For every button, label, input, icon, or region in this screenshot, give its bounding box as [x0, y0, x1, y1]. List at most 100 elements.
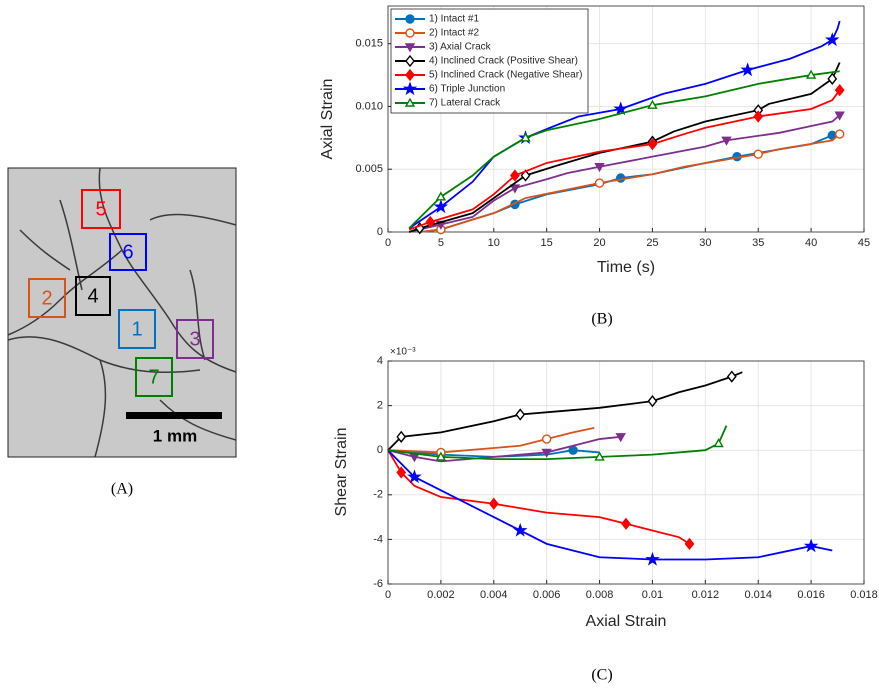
legend-marker	[405, 54, 415, 68]
plot-frame	[387, 5, 865, 233]
marker	[647, 99, 658, 109]
region-label: 5	[95, 198, 106, 220]
legend-marker	[405, 28, 415, 38]
legend-marker	[405, 68, 415, 82]
y-axis-label: Axial Strain	[319, 79, 336, 160]
x-tick-label: 0.01	[642, 589, 663, 601]
region-label: 2	[41, 287, 52, 309]
marker	[509, 184, 521, 194]
marker	[621, 517, 631, 530]
region-label: 6	[122, 241, 133, 263]
y-tick-label: -2	[373, 489, 383, 501]
x-tick-label: 30	[699, 237, 711, 249]
x-tick-label: 0.002	[427, 589, 455, 601]
y-tick-label: -4	[373, 533, 383, 545]
x-tick-label: 15	[541, 237, 553, 249]
marker	[541, 434, 552, 444]
panel-label: (C)	[591, 667, 612, 684]
legend-label: 5) Inclined Crack (Negative Shear)	[429, 70, 582, 81]
marker	[834, 129, 845, 139]
marker	[568, 445, 578, 455]
y-tick-label: 0	[377, 226, 383, 238]
x-tick-label: 0.016	[797, 589, 825, 601]
series-line	[387, 449, 833, 561]
marker	[520, 132, 531, 142]
y-axis-label: Shear Strain	[333, 428, 350, 517]
legend-marker	[402, 81, 418, 96]
marker	[396, 430, 407, 443]
legend-label: 4) Inclined Crack (Positive Shear)	[429, 56, 578, 67]
y-tick-label: -6	[373, 578, 383, 590]
panel-label: (A)	[111, 481, 133, 498]
marker	[753, 149, 763, 159]
y-tick-label: 2	[377, 400, 383, 412]
x-tick-label: 35	[752, 237, 764, 249]
marker	[488, 497, 499, 510]
series-line	[387, 371, 743, 451]
marker	[827, 72, 838, 85]
scale-bar-label: 1 mm	[153, 426, 197, 445]
marker	[515, 408, 526, 421]
series-line	[408, 89, 841, 231]
series-line	[408, 20, 841, 229]
series-line	[408, 70, 840, 229]
x-tick-label: 5	[438, 237, 444, 249]
marker	[407, 469, 422, 484]
region-label: 1	[131, 318, 142, 340]
y-tick-label: 0	[377, 444, 383, 456]
marker	[541, 448, 552, 458]
x-tick-label: 0.006	[533, 589, 561, 601]
legend-marker	[405, 14, 415, 24]
region-label: 3	[189, 328, 200, 350]
x-tick-label: 0.008	[586, 589, 614, 601]
x-tick-label: 0.004	[480, 589, 508, 601]
marker	[740, 62, 755, 77]
marker	[615, 433, 626, 443]
legend-label: 1) Intact #1	[429, 14, 479, 25]
y-tick-label: 0.015	[355, 38, 383, 50]
x-tick-label: 10	[488, 237, 500, 249]
micrograph	[7, 167, 237, 458]
y-tick-label: 0.005	[355, 163, 383, 175]
region-label: 7	[148, 366, 159, 388]
marker	[834, 111, 845, 121]
legend-label: 7) Lateral Crack	[429, 98, 501, 109]
marker	[825, 32, 840, 47]
legend-marker	[404, 43, 416, 53]
x-tick-label: 0.018	[850, 589, 878, 601]
x-tick-label: 20	[593, 237, 605, 249]
marker	[647, 395, 658, 408]
marker	[713, 438, 724, 448]
x-axis-label: Axial Strain	[586, 613, 667, 630]
legend-marker	[404, 97, 416, 107]
legend-label: 2) Intact #2	[429, 28, 479, 39]
x-tick-label: 25	[646, 237, 658, 249]
marker	[594, 178, 605, 188]
x-tick-label: 0.012	[692, 589, 720, 601]
marker	[396, 466, 407, 479]
panel-label: (B)	[591, 311, 612, 328]
marker	[435, 451, 447, 461]
marker	[435, 191, 447, 201]
marker	[803, 538, 819, 553]
marker	[425, 215, 436, 229]
marker	[433, 199, 449, 214]
marker	[805, 69, 817, 79]
marker	[834, 84, 845, 97]
x-tick-label: 40	[805, 237, 817, 249]
plot-area	[388, 361, 864, 584]
region-boxes	[28, 189, 214, 397]
marker	[512, 522, 528, 537]
y-tick-label: 0.010	[355, 100, 383, 112]
marker	[645, 551, 660, 566]
x-axis-label: Time (s)	[597, 259, 655, 276]
y-tick-label: 4	[377, 355, 383, 367]
series-line	[387, 435, 621, 463]
x-tick-label: 45	[858, 237, 870, 249]
series-line	[387, 449, 690, 545]
x-tick-label: 0.014	[744, 589, 772, 601]
marker	[753, 110, 764, 123]
marker	[613, 101, 628, 116]
